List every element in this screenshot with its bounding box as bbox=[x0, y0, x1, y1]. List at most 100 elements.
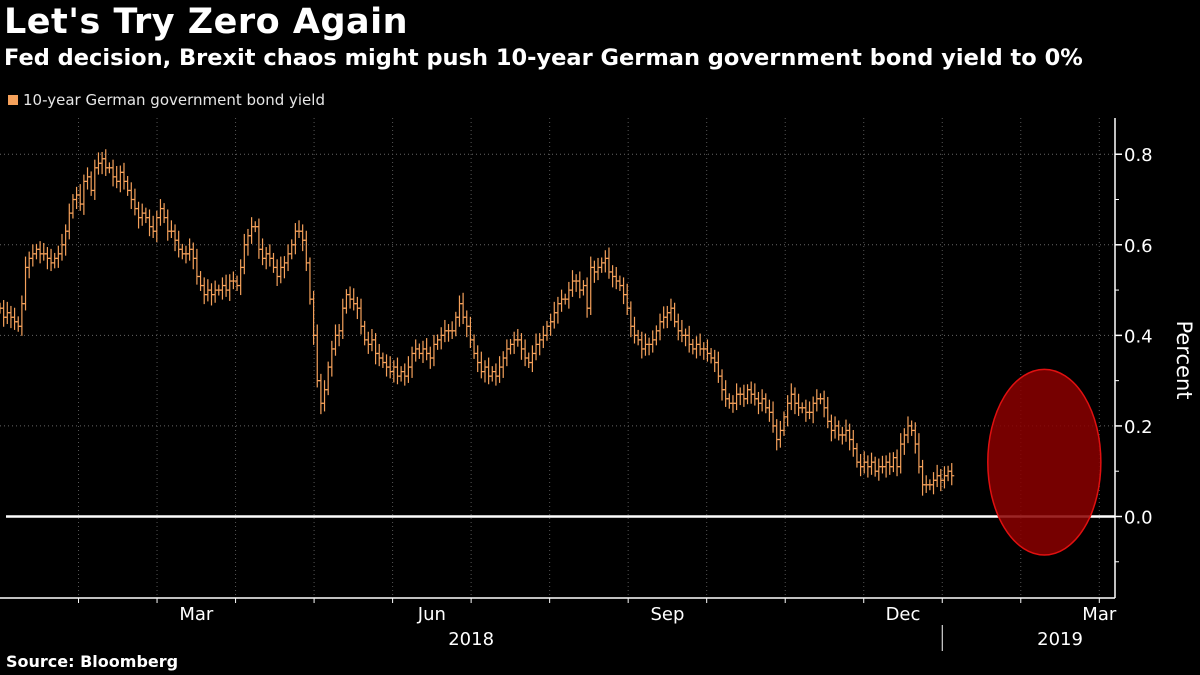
ohlc-bar bbox=[792, 387, 798, 415]
ohlc-bar bbox=[409, 346, 415, 378]
ohlc-bar bbox=[285, 244, 291, 272]
ohlc-bar bbox=[909, 420, 915, 436]
ohlc-bar bbox=[763, 393, 769, 414]
ohlc-bar bbox=[55, 245, 61, 268]
ohlc-bar bbox=[664, 305, 670, 329]
ohlc-bar bbox=[872, 456, 878, 477]
ohlc-bar bbox=[460, 292, 466, 325]
ohlc-bar bbox=[223, 274, 229, 297]
ohlc-bar bbox=[296, 220, 302, 238]
ohlc-bar bbox=[526, 352, 532, 368]
ohlc-bar bbox=[920, 459, 926, 496]
ohlc-bar bbox=[759, 389, 765, 412]
ohlc-bar bbox=[945, 465, 951, 482]
ohlc-bar bbox=[810, 396, 816, 424]
ohlc-bar bbox=[136, 201, 142, 229]
ohlc-bar bbox=[402, 363, 408, 386]
ohlc-bar bbox=[529, 345, 535, 373]
ohlc-bar bbox=[854, 443, 860, 468]
ohlc-bar bbox=[85, 167, 91, 190]
ohlc-bar bbox=[515, 329, 521, 347]
ohlc-bar bbox=[533, 333, 539, 361]
ohlc-bar bbox=[905, 416, 911, 444]
ohlc-bar bbox=[438, 327, 444, 350]
source-note: Source: Bloomberg bbox=[6, 652, 179, 671]
ohlc-bar bbox=[701, 342, 707, 360]
ohlc-bar bbox=[12, 307, 18, 330]
ohlc-bar bbox=[730, 395, 736, 413]
y-tick-label: 0.4 bbox=[1124, 326, 1153, 347]
ohlc-bar bbox=[486, 357, 492, 385]
ohlc-bar bbox=[125, 175, 131, 196]
ohlc-bar bbox=[48, 248, 54, 272]
ohlc-bar bbox=[201, 277, 207, 305]
ohlc-bar bbox=[365, 331, 371, 354]
ohlc-bar bbox=[734, 383, 740, 411]
ohlc-bar bbox=[617, 275, 623, 291]
ohlc-bar bbox=[59, 233, 65, 261]
ohlc-bar bbox=[646, 337, 652, 356]
ohlc-bar bbox=[683, 328, 689, 347]
ohlc-bar bbox=[37, 241, 43, 264]
ohlc-bar bbox=[41, 242, 47, 261]
ohlc-bar bbox=[708, 348, 714, 364]
ohlc-bar bbox=[190, 242, 196, 270]
ohlc-bar bbox=[110, 159, 116, 187]
ohlc-bar bbox=[307, 257, 313, 305]
chart-title: Let's Try Zero Again bbox=[4, 2, 409, 42]
ohlc-bar bbox=[398, 366, 404, 382]
ohlc-bar bbox=[81, 174, 87, 215]
x-tick-label: Mar bbox=[179, 604, 214, 625]
ohlc-bar bbox=[832, 416, 838, 439]
ohlc-bar bbox=[322, 380, 328, 412]
ohlc-bar bbox=[183, 245, 189, 264]
ohlc-bar bbox=[405, 356, 411, 383]
ohlc-bar bbox=[212, 280, 218, 303]
y-tick-label: 0.0 bbox=[1124, 507, 1153, 528]
ohlc-bar bbox=[431, 334, 437, 367]
ohlc-bar bbox=[52, 252, 58, 269]
ohlc-bar bbox=[577, 271, 583, 299]
ohlc-bar bbox=[602, 250, 608, 273]
ohlc-bar bbox=[362, 320, 368, 346]
ohlc-bar bbox=[599, 257, 605, 273]
ohlc-bar bbox=[668, 298, 674, 321]
ohlc-bar bbox=[741, 384, 747, 407]
ohlc-bar bbox=[278, 256, 284, 284]
ohlc-bar bbox=[416, 343, 422, 359]
ohlc-bar bbox=[256, 218, 262, 259]
ohlc-bar bbox=[373, 333, 379, 365]
ohlc-bar bbox=[613, 266, 619, 290]
ohlc-bar bbox=[890, 452, 896, 473]
ohlc-bar bbox=[179, 243, 185, 260]
ohlc-bar bbox=[726, 393, 732, 409]
ohlc-bar bbox=[697, 333, 703, 356]
ohlc-bar bbox=[686, 325, 692, 353]
ohlc-bar bbox=[394, 357, 400, 385]
ohlc-bar bbox=[238, 259, 244, 296]
ohlc-bar bbox=[168, 220, 174, 238]
ohlc-bar bbox=[270, 252, 276, 273]
ohlc-bar bbox=[176, 230, 182, 258]
ohlc-bar bbox=[241, 233, 247, 275]
ohlc-bar bbox=[777, 420, 783, 448]
ohlc-bar bbox=[941, 466, 947, 489]
ohlc-bar bbox=[621, 277, 627, 305]
series-bars bbox=[0, 149, 955, 496]
legend-swatch bbox=[8, 95, 18, 105]
ohlc-bar bbox=[715, 351, 721, 383]
ohlc-bar bbox=[653, 325, 659, 346]
ohlc-bar bbox=[493, 363, 499, 386]
ohlc-bar bbox=[573, 274, 579, 292]
ohlc-bar bbox=[796, 393, 802, 416]
ohlc-bar bbox=[482, 360, 488, 383]
ohlc-bar bbox=[745, 384, 751, 405]
ohlc-bar bbox=[198, 271, 204, 291]
axes: 0.8 0.6 0.4 0.2 0.0 Percent Mar Jun Sep Dec Mar 201… bbox=[0, 118, 1196, 651]
ohlc-bar bbox=[931, 472, 937, 495]
ohlc-bar bbox=[544, 320, 550, 341]
ohlc-bar bbox=[303, 230, 309, 272]
ohlc-bar bbox=[650, 330, 656, 353]
ohlc-bar bbox=[380, 352, 386, 368]
ohlc-bar bbox=[836, 420, 842, 441]
